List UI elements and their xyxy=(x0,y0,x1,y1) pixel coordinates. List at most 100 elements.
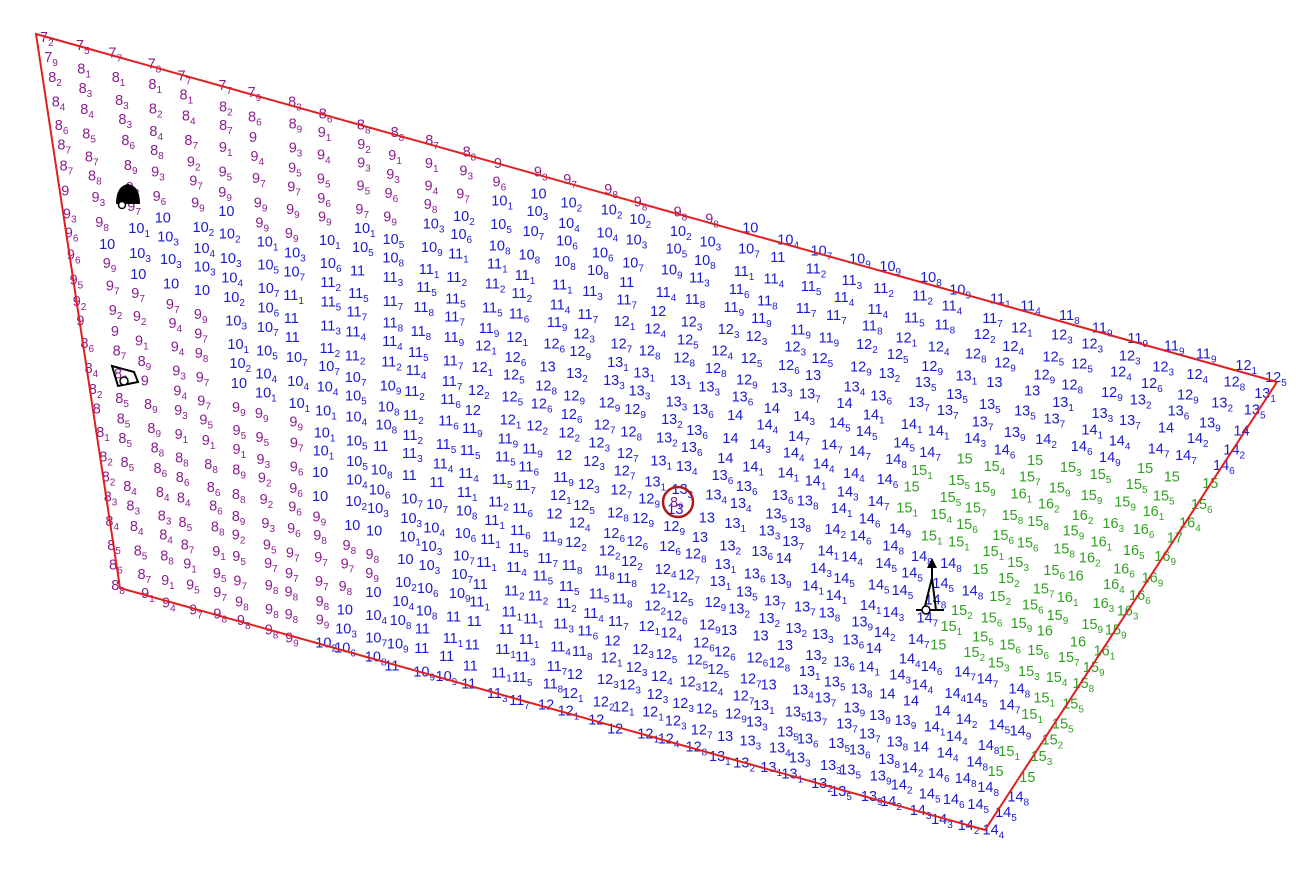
grid-reading-label: 138 xyxy=(851,682,873,701)
grid-reading-label: 119 xyxy=(542,530,563,549)
grid-reading-label: 115 xyxy=(533,569,554,588)
grid-reading-label: 84 xyxy=(123,479,137,498)
grid-reading-label: 104 xyxy=(221,271,243,290)
grid-reading-label: 116 xyxy=(509,307,530,326)
grid-reading-label: 11 xyxy=(446,609,461,625)
grid-reading-label: 98 xyxy=(95,215,109,234)
grid-reading-label: 11 xyxy=(619,275,634,291)
grid-reading-label: 139 xyxy=(770,572,792,591)
grid-reading-label: 118 xyxy=(594,563,615,582)
grid-reading-label: 156 xyxy=(1043,563,1065,582)
grid-reading-label: 96 xyxy=(290,460,304,479)
grid-reading-label: 99 xyxy=(218,185,232,204)
grid-reading-label: 155 xyxy=(1090,467,1112,486)
grid-reading-label: 10 xyxy=(365,585,381,601)
grid-reading-label: 148 xyxy=(885,452,907,471)
grid-reading-label: 97 xyxy=(287,179,301,198)
grid-reading-label: 9 xyxy=(111,324,119,340)
grid-reading-label: 111 xyxy=(457,485,478,504)
grid-reading-label: 108 xyxy=(382,251,404,270)
grid-reading-label: 131 xyxy=(650,453,672,472)
grid-reading-label: 98 xyxy=(313,528,327,547)
grid-reading-label: 99 xyxy=(232,400,246,419)
grid-reading-label: 133 xyxy=(629,384,651,403)
grid-reading-label: 96 xyxy=(288,499,302,518)
grid-reading-label: 86 xyxy=(207,480,221,499)
grid-reading-label: 121 xyxy=(1011,321,1033,340)
grid-reading-label: 96 xyxy=(289,481,303,500)
grid-reading-label: 137 xyxy=(1119,413,1141,432)
grid-reading-label: 98 xyxy=(366,547,380,566)
grid-reading-label: 121 xyxy=(550,488,572,507)
grid-reading-label: 107 xyxy=(451,567,473,586)
grid-reading-label: 115 xyxy=(801,279,822,298)
grid-reading-label: 95 xyxy=(263,537,277,556)
grid-reading-label: 87 xyxy=(85,149,99,168)
grid-reading-label: 104 xyxy=(365,608,387,627)
grid-reading-label: 146 xyxy=(928,766,950,785)
grid-reading-label: 91 xyxy=(388,148,402,167)
grid-reading-label: 88 xyxy=(232,487,246,506)
grid-reading-label: 158 xyxy=(1053,542,1075,561)
grid-reading-label: 87 xyxy=(184,133,198,152)
grid-reading-label: 91 xyxy=(202,433,216,452)
grid-reading-label: 109 xyxy=(387,636,409,655)
grid-reading-label: 162 xyxy=(1038,497,1060,516)
grid-reading-label: 99 xyxy=(255,215,269,234)
grid-reading-label: 124 xyxy=(644,322,666,341)
grid-reading-label: 115 xyxy=(321,295,342,314)
grid-reading-label: 105 xyxy=(345,388,367,407)
readings-layer: 72 75 77 78 77 77 79 83 86 88 88 87 88 993 97 98 98 98 98 1… xyxy=(40,30,1287,841)
grid-reading-label: 93 xyxy=(459,163,473,182)
grid-reading-label: 119 xyxy=(498,431,519,450)
grid-reading-label: 137 xyxy=(937,403,959,422)
grid-reading-label: 129 xyxy=(569,344,591,363)
grid-reading-label: 128 xyxy=(1224,375,1246,394)
grid-reading-label: 11 xyxy=(402,468,417,484)
grid-reading-label: 102 xyxy=(453,209,475,228)
grid-reading-label: 101 xyxy=(354,221,376,240)
grid-reading-label: 132 xyxy=(1130,393,1152,412)
grid-reading-label: 103 xyxy=(225,313,247,332)
grid-reading-label: 84 xyxy=(130,519,144,538)
grid-reading-label: 94 xyxy=(169,316,183,335)
grid-reading-label: 126 xyxy=(714,645,736,664)
grid-reading-label: 118 xyxy=(685,292,706,311)
grid-reading-label: 125 xyxy=(502,389,524,408)
grid-reading-label: 126 xyxy=(666,608,688,627)
grid-reading-label: 96 xyxy=(153,189,167,208)
grid-reading-label: 99 xyxy=(194,307,208,326)
grid-reading-label: 84 xyxy=(80,102,94,121)
grid-reading-label: 127 xyxy=(678,567,700,586)
grid-reading-label: 107 xyxy=(365,631,387,650)
grid-reading-label: 95 xyxy=(186,578,200,597)
grid-reading-label: 15 xyxy=(1027,453,1043,469)
grid-reading-label: 91 xyxy=(135,334,149,353)
grid-reading-label: 125 xyxy=(696,702,718,721)
grid-reading-label: 146 xyxy=(1071,439,1093,458)
grid-reading-label: 14 xyxy=(903,694,919,710)
grid-reading-label: 11 xyxy=(467,614,482,630)
grid-reading-label: 161 xyxy=(1057,590,1079,609)
grid-reading-label: 11 xyxy=(414,641,429,657)
grid-reading-label: 121 xyxy=(500,413,522,432)
grid-reading-label: 102 xyxy=(670,224,692,243)
grid-reading-label: 126 xyxy=(531,397,553,416)
grid-reading-label: 141 xyxy=(742,459,764,478)
grid-reading-label: 138 xyxy=(797,494,819,513)
grid-reading-label: 147 xyxy=(821,438,843,457)
grid-reading-label: 13 xyxy=(777,638,793,654)
grid-reading-label: 92 xyxy=(232,527,246,546)
grid-reading-label: 142 xyxy=(1035,432,1057,451)
grid-reading-label: 96 xyxy=(287,521,301,540)
grid-reading-label: 101 xyxy=(255,386,277,405)
grid-reading-label: 139 xyxy=(851,615,873,634)
grid-reading-label: 135 xyxy=(979,397,1001,416)
grid-reading-label: 103 xyxy=(400,511,422,530)
grid-reading-label: 98 xyxy=(316,594,330,613)
grid-reading-label: 99 xyxy=(254,195,268,214)
grid-reading-label: 118 xyxy=(383,316,404,335)
grid-reading-label: 94 xyxy=(162,596,176,615)
grid-reading-label: 97 xyxy=(194,327,208,346)
grid-reading-label: 124 xyxy=(711,344,733,363)
